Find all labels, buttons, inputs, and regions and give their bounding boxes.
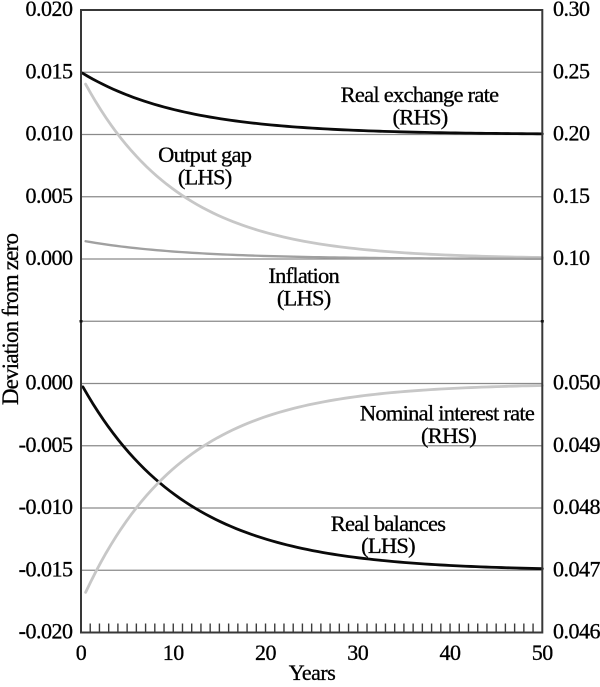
svg-text:0.25: 0.25 bbox=[553, 58, 590, 83]
svg-text:-0.020: -0.020 bbox=[19, 619, 73, 644]
svg-text:Real balances: Real balances bbox=[331, 511, 446, 536]
svg-text:10: 10 bbox=[163, 640, 185, 665]
svg-text:0.047: 0.047 bbox=[553, 556, 600, 581]
svg-text:0.050: 0.050 bbox=[553, 370, 600, 395]
svg-text:(RHS): (RHS) bbox=[421, 423, 476, 448]
svg-text:Nominal interest rate: Nominal interest rate bbox=[360, 401, 535, 426]
svg-text:0.10: 0.10 bbox=[553, 245, 590, 270]
svg-text:Deviation from zero: Deviation from zero bbox=[0, 234, 23, 406]
svg-text:Output gap: Output gap bbox=[158, 142, 252, 167]
svg-text:0.015: 0.015 bbox=[26, 58, 74, 83]
svg-text:(RHS): (RHS) bbox=[392, 105, 447, 130]
svg-text:-0.010: -0.010 bbox=[19, 494, 73, 519]
svg-text:0.20: 0.20 bbox=[553, 121, 590, 146]
svg-text:0.30: 0.30 bbox=[553, 0, 590, 21]
svg-text:-0.005: -0.005 bbox=[19, 432, 73, 457]
svg-text:0.010: 0.010 bbox=[26, 121, 74, 146]
svg-text:0.049: 0.049 bbox=[553, 432, 600, 457]
svg-text:0.000: 0.000 bbox=[26, 245, 74, 270]
svg-text:40: 40 bbox=[440, 640, 462, 665]
svg-text:0.048: 0.048 bbox=[553, 494, 600, 519]
svg-text:0.000: 0.000 bbox=[26, 370, 74, 395]
svg-text:20: 20 bbox=[255, 640, 277, 665]
svg-text:(LHS): (LHS) bbox=[361, 533, 415, 558]
svg-text:50: 50 bbox=[532, 640, 554, 665]
svg-text:0.046: 0.046 bbox=[553, 619, 600, 644]
svg-text:(LHS): (LHS) bbox=[178, 165, 232, 190]
svg-text:(LHS): (LHS) bbox=[277, 286, 331, 311]
svg-text:Inflation: Inflation bbox=[268, 263, 339, 288]
svg-text:Years: Years bbox=[289, 660, 336, 682]
svg-text:0.020: 0.020 bbox=[26, 0, 74, 21]
svg-text:0.005: 0.005 bbox=[26, 183, 74, 208]
svg-text:30: 30 bbox=[347, 640, 369, 665]
svg-text:0: 0 bbox=[76, 640, 87, 665]
svg-text:Real exchange rate: Real exchange rate bbox=[341, 82, 499, 107]
svg-text:0.15: 0.15 bbox=[553, 183, 590, 208]
svg-text:-0.015: -0.015 bbox=[19, 556, 73, 581]
